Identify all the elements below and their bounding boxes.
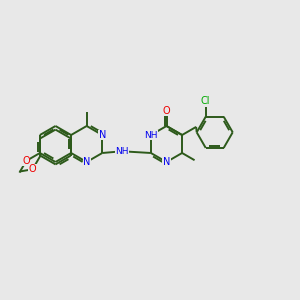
Text: NH: NH <box>115 147 129 156</box>
Text: N: N <box>163 157 170 167</box>
Text: O: O <box>163 106 170 116</box>
Text: O: O <box>29 164 36 174</box>
Text: Cl: Cl <box>201 96 211 106</box>
Text: NH: NH <box>144 130 158 140</box>
Text: N: N <box>83 157 90 167</box>
Text: O: O <box>22 156 30 166</box>
Text: N: N <box>99 130 106 140</box>
